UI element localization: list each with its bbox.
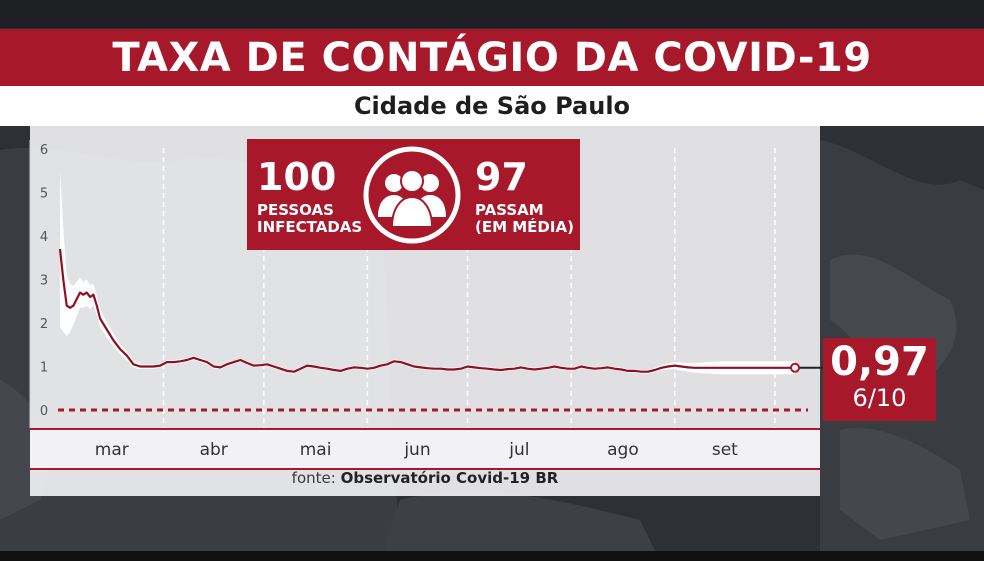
passed-line1: PASSAM — [475, 201, 544, 219]
source-name: Observatório Covid-19 BR — [340, 469, 559, 487]
passed-number: 97 — [475, 155, 528, 199]
y-tick-label: 3 — [40, 274, 48, 289]
x-tick-label: mar — [95, 440, 129, 460]
x-tick-label: set — [712, 440, 738, 460]
x-tick-label: jul — [508, 440, 529, 460]
current-value: 0,97 — [830, 339, 929, 385]
y-tick-label: 2 — [40, 317, 48, 332]
source-note: fonte: Observatório Covid-19 BR — [30, 469, 820, 487]
subtitle-bar: Cidade de São Paulo — [0, 86, 984, 126]
x-axis-band — [30, 428, 820, 470]
chart-title: TAXA DE CONTÁGIO DA COVID-19 — [112, 34, 872, 81]
info-box: 100 PESSOAS INFECTADAS 97 PASSAM (EM MÉD… — [247, 139, 580, 250]
y-tick-label: 5 — [40, 187, 48, 202]
current-value-box: 0,97 6/10 — [823, 338, 936, 421]
y-tick-label: 6 — [40, 143, 48, 158]
current-date: 6/10 — [852, 384, 907, 412]
x-tick-label: mai — [300, 440, 332, 460]
infected-line1: PESSOAS — [257, 201, 334, 219]
top-strip — [0, 0, 984, 28]
y-tick-label: 0 — [40, 404, 48, 419]
y-tick-label: 1 — [40, 361, 48, 376]
infected-number: 100 — [257, 155, 337, 199]
y-tick-label: 4 — [40, 230, 48, 245]
series-line — [58, 248, 795, 373]
last-point — [790, 362, 800, 373]
infected-line2: INFECTADAS — [257, 218, 363, 236]
passed-line2: (EM MÉDIA) — [475, 218, 574, 236]
people-group-icon — [363, 146, 461, 244]
x-tick-label: ago — [607, 440, 639, 460]
source-prefix: fonte: — [291, 469, 336, 487]
x-tick-label: jun — [403, 440, 430, 460]
title-bar: TAXA DE CONTÁGIO DA COVID-19 — [0, 29, 984, 86]
chart-subtitle: Cidade de São Paulo — [353, 92, 631, 120]
bottom-strip — [0, 551, 984, 561]
x-tick-label: abr — [200, 440, 228, 460]
